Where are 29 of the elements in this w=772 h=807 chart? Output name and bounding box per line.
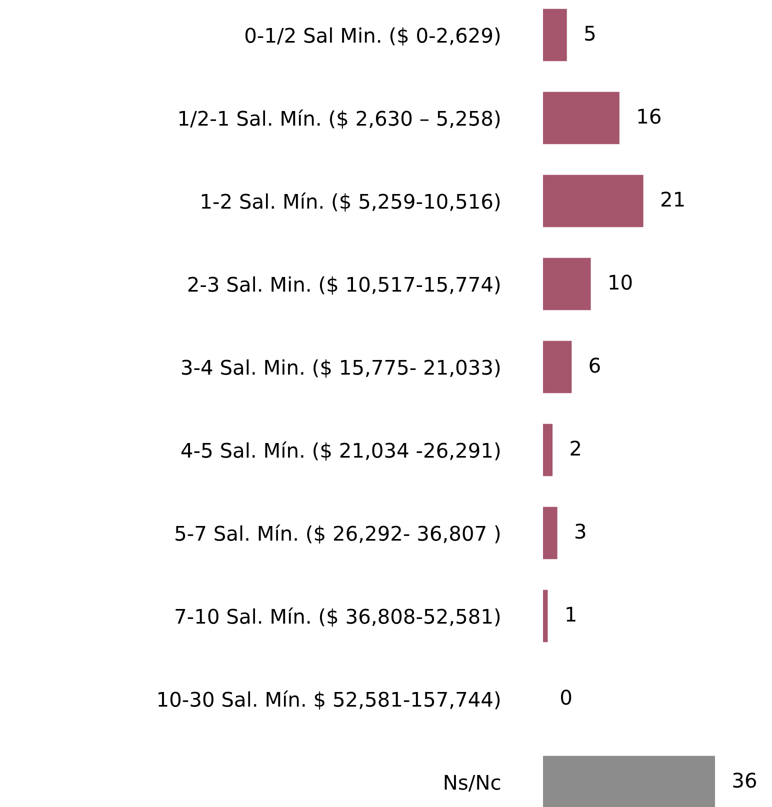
- bar: [543, 756, 715, 807]
- y-tick-label: 10-30 Sal. Mín. $ 52,581-157,744): [158, 690, 500, 710]
- bar: [543, 258, 591, 310]
- data-label: 16: [638, 108, 660, 124]
- data-label: 3: [576, 524, 586, 539]
- data-label: 36: [733, 772, 756, 788]
- data-label: 21: [661, 192, 684, 207]
- data-label: 5: [585, 26, 595, 41]
- y-tick-label: Ns/Nc: [444, 774, 500, 792]
- y-tick-label: 0-1/2 Sal Min. ($ 0-2,629): [245, 27, 500, 46]
- data-label: 2: [570, 440, 580, 456]
- y-tick-label: 4-5 Sal. Mín. ($ 21,034 -26,291): [181, 442, 500, 461]
- bar: [543, 340, 572, 394]
- bar: [543, 424, 553, 476]
- bar: [543, 506, 558, 560]
- y-tick-label: 3-4 Sal. Min. ($ 15,775- 21,033): [182, 359, 500, 378]
- data-label: 6: [590, 358, 600, 373]
- data-label: 0: [560, 690, 572, 705]
- y-tick-label: 2-3 Sal. Min. ($ 10,517-15,774): [188, 276, 500, 295]
- bar: [543, 174, 644, 228]
- bar: [543, 590, 548, 642]
- bar: [543, 8, 567, 62]
- y-tick-label: 1/2-1 Sal. Mín. ($ 2,630 – 5,258): [179, 110, 500, 129]
- data-label: 1: [566, 606, 576, 622]
- y-tick-label: 7-10 Sal. Mín. ($ 36,808-52,581): [176, 608, 500, 627]
- y-tick-label: 1-2 Sal. Mín. ($ 5,259-10,516): [202, 192, 500, 212]
- y-tick-label: 5-7 Sal. Mín. ($ 26,292- 36,807 ): [176, 524, 500, 544]
- bar: [543, 92, 620, 144]
- data-label: 10: [610, 274, 632, 290]
